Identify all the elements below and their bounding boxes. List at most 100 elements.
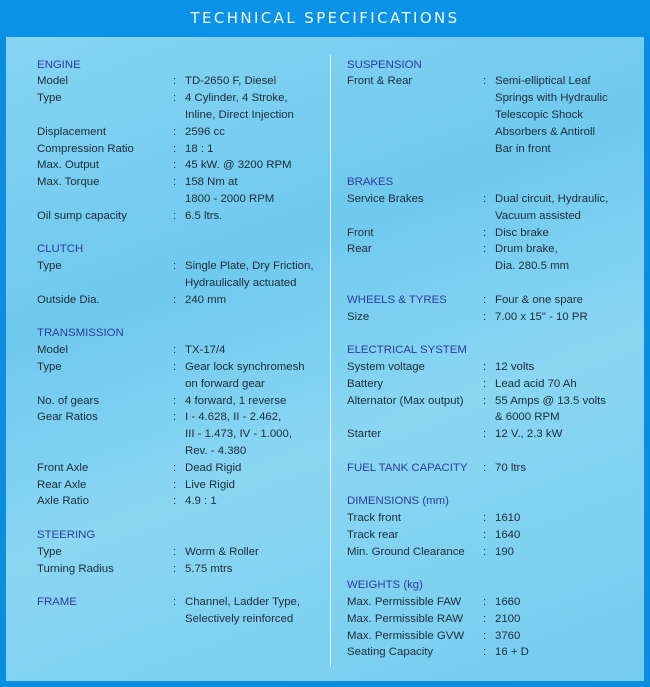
section-heading: WEIGHTS (kg) (347, 579, 423, 592)
spec-value-line: Telescopic Shock (347, 107, 637, 124)
spec-value-line: 1800 - 2000 RPM (37, 191, 327, 208)
spec-row: Min. Ground Clearance:190 (347, 544, 637, 561)
section-gap (347, 477, 637, 494)
colon-separator: : (173, 75, 177, 88)
spec-label: Battery (347, 377, 384, 390)
spec-section: SUSPENSION Front & Rear: Semi-elliptical L… (347, 57, 637, 158)
spec-row: Battery: Lead acid 70 Ah (347, 376, 637, 393)
colon-separator: : (483, 596, 487, 609)
section-heading-line: STEERING (37, 527, 327, 544)
section-gap (37, 577, 327, 594)
spec-label: Front (347, 226, 374, 239)
colon-separator: : (483, 75, 487, 88)
spec-label: Model (37, 75, 69, 88)
spec-value: Telescopic Shock (495, 108, 584, 121)
colon-separator: : (483, 243, 487, 256)
spec-label: Gear Ratios (37, 411, 98, 424)
spec-section: DIMENSIONS (mm) Track front:1610 Track rea… (347, 493, 637, 560)
spec-value: Absorbers & Antiroll (495, 125, 596, 138)
spec-value: 1640 (495, 528, 521, 541)
spec-row: Rear: Drum brake, (347, 241, 637, 258)
spec-label: Track rear (347, 528, 399, 541)
colon-separator: : (483, 377, 487, 390)
section-heading: ELECTRICAL SYSTEM (347, 344, 467, 357)
spec-row: Starter:12 V., 2.3 kW (347, 426, 637, 443)
spec-row: Seating Capacity:16 + D (347, 644, 637, 661)
colon-separator: : (483, 461, 487, 474)
spec-row: Front & Rear: Semi-elliptical Leaf (347, 73, 637, 90)
spec-value: 4 Cylinder, 4 Stroke, (185, 92, 288, 105)
colon-separator: : (483, 394, 487, 407)
colon-separator: : (483, 612, 487, 625)
spec-value: Drum brake, (495, 243, 558, 256)
spec-value: Disc brake (495, 226, 549, 239)
spec-label: Type (37, 260, 62, 273)
spec-row: Model: TD-2650 F, Diesel (37, 73, 327, 90)
colon-separator: : (173, 293, 177, 306)
section-heading: TRANSMISSION (37, 327, 124, 340)
section-heading-line: CLUTCH (37, 241, 327, 258)
spec-label: Type (37, 92, 62, 105)
spec-label: Alternator (Max output) (347, 394, 464, 407)
spec-value-line: Vacuum assisted (347, 208, 637, 225)
section-heading-line: FRAME: Channel, Ladder Type, (37, 594, 327, 611)
spec-label: Rear Axle (37, 478, 87, 491)
section-heading: STEERING (37, 528, 96, 541)
spec-label: Max. Torque (37, 176, 100, 189)
spec-label: Max. Permissible FAW (347, 596, 462, 609)
colon-separator: : (483, 360, 487, 373)
spec-row: Turning Radius:5.75 mtrs (37, 561, 327, 578)
spec-row: Compression Ratio:18 : 1 (37, 141, 327, 158)
colon-separator: : (173, 411, 177, 424)
section-gap (347, 443, 637, 460)
spec-label: Axle Ratio (37, 495, 89, 508)
spec-row: Max. Permissible RAW:2100 (347, 611, 637, 628)
colon-separator: : (173, 125, 177, 138)
colon-separator: : (173, 344, 177, 357)
spec-row: Max. Torque:158 Nm at (37, 174, 327, 191)
spec-section: STEERING Type: Worm & Roller Turning Radius… (37, 527, 327, 577)
spec-label: Type (37, 360, 62, 373)
spec-label: Turning Radius (37, 562, 114, 575)
spec-row: Model: TX-17/4 (37, 342, 327, 359)
colon-separator: : (173, 260, 177, 273)
spec-row: No. of gears:4 forward, 1 reverse (37, 393, 327, 410)
colon-separator: : (483, 192, 487, 205)
spec-label: Rear (347, 243, 372, 256)
spec-row: Max. Output:45 kW. @ 3200 RPM (37, 157, 327, 174)
spec-value: Selectively reinforced (185, 612, 294, 625)
colon-separator: : (173, 596, 177, 609)
spec-value-line: Absorbers & Antiroll (347, 124, 637, 141)
spec-row: Max. Permissible GVW:3760 (347, 628, 637, 645)
spec-value: I - 4.628, II - 2.462, (185, 411, 282, 424)
spec-value: 16 + D (495, 646, 529, 659)
colon-separator: : (173, 142, 177, 155)
spec-value: Rev. - 4.380 (185, 444, 247, 457)
spec-label: Outside Dia. (37, 293, 100, 306)
section-heading-line: WEIGHTS (kg) (347, 577, 637, 594)
spec-row: Type: Worm & Roller (37, 544, 327, 561)
spec-section: ELECTRICAL SYSTEM System voltage:12 volts… (347, 342, 637, 443)
spec-value: on forward gear (185, 377, 265, 390)
spec-row: Gear Ratios: I - 4.628, II - 2.462, (37, 409, 327, 426)
colon-separator: : (173, 478, 177, 491)
colon-separator: : (173, 495, 177, 508)
spec-value: Dead Rigid (185, 461, 242, 474)
section-heading-line: TRANSMISSION (37, 325, 327, 342)
spec-value-line: on forward gear (37, 376, 327, 393)
section-heading-line: SUSPENSION (347, 57, 637, 74)
spec-row: Displacement:2596 cc (37, 124, 327, 141)
spec-value: Inline, Direct Injection (185, 108, 294, 121)
colon-separator: : (173, 545, 177, 558)
spec-value: Bar in front (495, 142, 551, 155)
spec-label: Size (347, 310, 370, 323)
spec-row: Max. Permissible FAW:1660 (347, 594, 637, 611)
colon-separator: : (483, 293, 487, 306)
spec-label: Front & Rear (347, 75, 413, 88)
spec-value-line: Inline, Direct Injection (37, 107, 327, 124)
spec-value: 190 (495, 545, 515, 558)
spec-section: TRANSMISSION Model: TX-17/4 Type: Gear lock … (37, 325, 327, 510)
spec-value: 4.9 : 1 (185, 495, 217, 508)
spec-value: 6.5 ltrs. (185, 209, 223, 222)
colon-separator: : (173, 394, 177, 407)
